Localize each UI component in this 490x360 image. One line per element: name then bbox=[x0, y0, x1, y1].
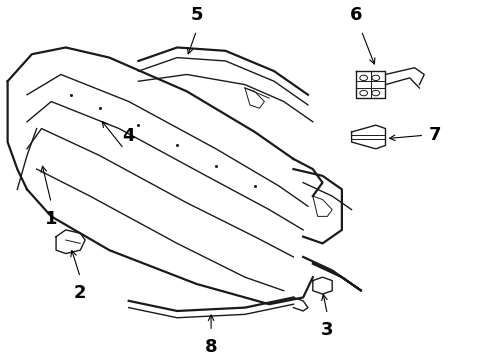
Text: 2: 2 bbox=[74, 284, 87, 302]
Text: 8: 8 bbox=[205, 338, 218, 356]
Text: 4: 4 bbox=[122, 127, 135, 145]
Text: 5: 5 bbox=[190, 6, 203, 24]
Text: 7: 7 bbox=[429, 126, 441, 144]
Text: 6: 6 bbox=[350, 6, 363, 24]
Text: 3: 3 bbox=[321, 321, 334, 339]
Text: 1: 1 bbox=[45, 210, 57, 228]
